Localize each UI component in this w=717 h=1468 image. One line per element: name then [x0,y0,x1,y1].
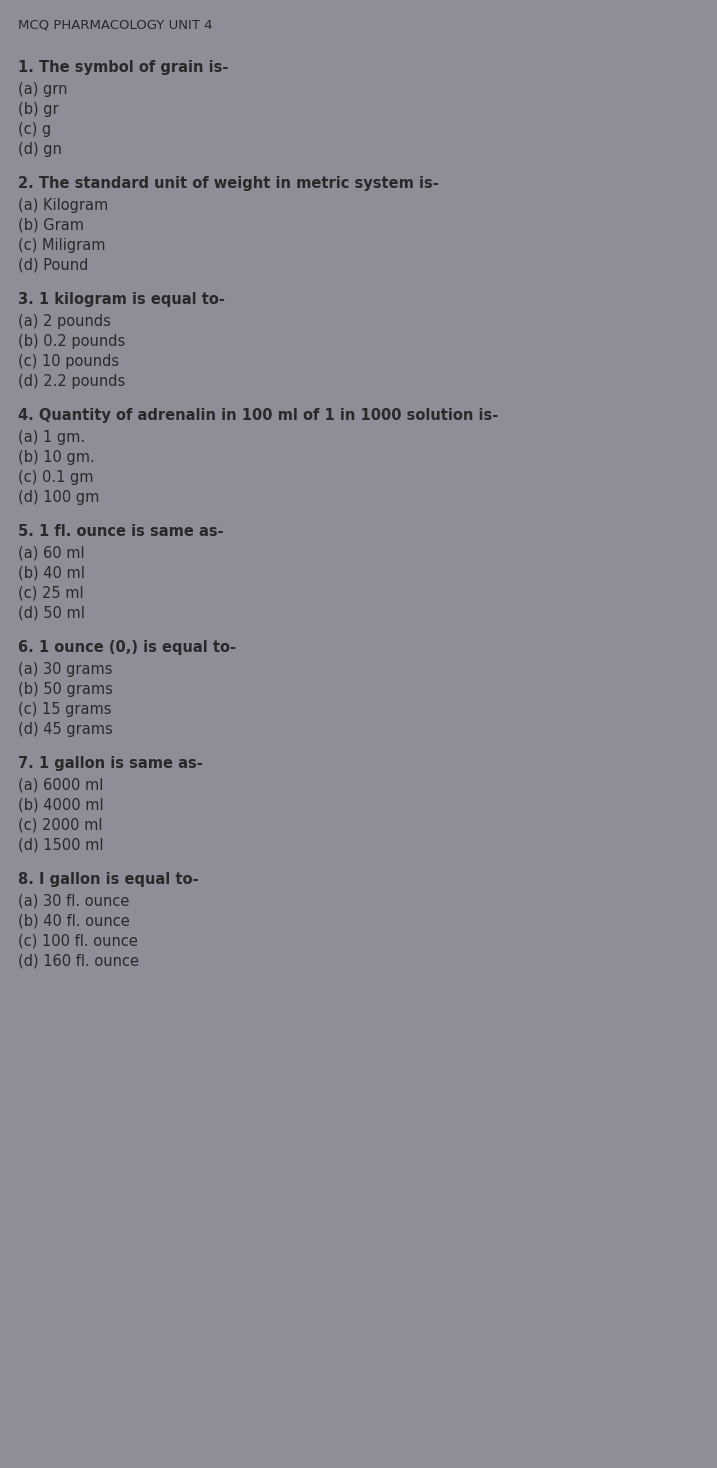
Text: (a) 1 gm.: (a) 1 gm. [18,430,85,445]
Text: (a) 2 pounds: (a) 2 pounds [18,314,111,329]
Text: (c) 0.1 gm: (c) 0.1 gm [18,470,93,484]
Text: (b) 0.2 pounds: (b) 0.2 pounds [18,335,125,349]
Text: (a) 60 ml: (a) 60 ml [18,546,85,561]
Text: (d) 45 grams: (d) 45 grams [18,722,113,737]
Text: (d) 50 ml: (d) 50 ml [18,606,85,621]
Text: (c) 25 ml: (c) 25 ml [18,586,84,600]
Text: (c) 15 grams: (c) 15 grams [18,702,112,716]
Text: 6. 1 ounce (0,) is equal to-: 6. 1 ounce (0,) is equal to- [18,640,236,655]
Text: (d) 1500 ml: (d) 1500 ml [18,838,103,853]
Text: (a) 30 grams: (a) 30 grams [18,662,113,677]
Text: (d) 100 gm: (d) 100 gm [18,490,100,505]
Text: (b) 4000 ml: (b) 4000 ml [18,799,104,813]
Text: (b) 40 ml: (b) 40 ml [18,567,85,581]
Text: (c) 10 pounds: (c) 10 pounds [18,354,119,368]
Text: (a) 30 fl. ounce: (a) 30 fl. ounce [18,894,129,909]
Text: (c) g: (c) g [18,122,51,137]
Text: 4. Quantity of adrenalin in 100 ml of 1 in 1000 solution is-: 4. Quantity of adrenalin in 100 ml of 1 … [18,408,498,423]
Text: (a) Kilogram: (a) Kilogram [18,198,108,213]
Text: (d) gn: (d) gn [18,142,62,157]
Text: (d) Pound: (d) Pound [18,258,88,273]
Text: 7. 1 gallon is same as-: 7. 1 gallon is same as- [18,756,203,771]
Text: 5. 1 fl. ounce is same as-: 5. 1 fl. ounce is same as- [18,524,224,539]
Text: 3. 1 kilogram is equal to-: 3. 1 kilogram is equal to- [18,292,225,307]
Text: (b) 10 gm.: (b) 10 gm. [18,451,95,465]
Text: 8. I gallon is equal to-: 8. I gallon is equal to- [18,872,199,887]
Text: 1. The symbol of grain is-: 1. The symbol of grain is- [18,60,229,75]
Text: (b) gr: (b) gr [18,101,59,117]
Text: (b) 40 fl. ounce: (b) 40 fl. ounce [18,915,130,929]
Text: (c) Miligram: (c) Miligram [18,238,105,252]
Text: MCQ PHARMACOLOGY UNIT 4: MCQ PHARMACOLOGY UNIT 4 [18,18,212,31]
Text: (c) 2000 ml: (c) 2000 ml [18,818,103,832]
Text: (a) grn: (a) grn [18,82,67,97]
Text: (d) 2.2 pounds: (d) 2.2 pounds [18,374,125,389]
Text: 2. The standard unit of weight in metric system is-: 2. The standard unit of weight in metric… [18,176,439,191]
Text: (d) 160 fl. ounce: (d) 160 fl. ounce [18,954,139,969]
Text: (b) Gram: (b) Gram [18,219,84,233]
Text: (c) 100 fl. ounce: (c) 100 fl. ounce [18,934,138,948]
Text: (b) 50 grams: (b) 50 grams [18,683,113,697]
Text: (a) 6000 ml: (a) 6000 ml [18,778,103,793]
